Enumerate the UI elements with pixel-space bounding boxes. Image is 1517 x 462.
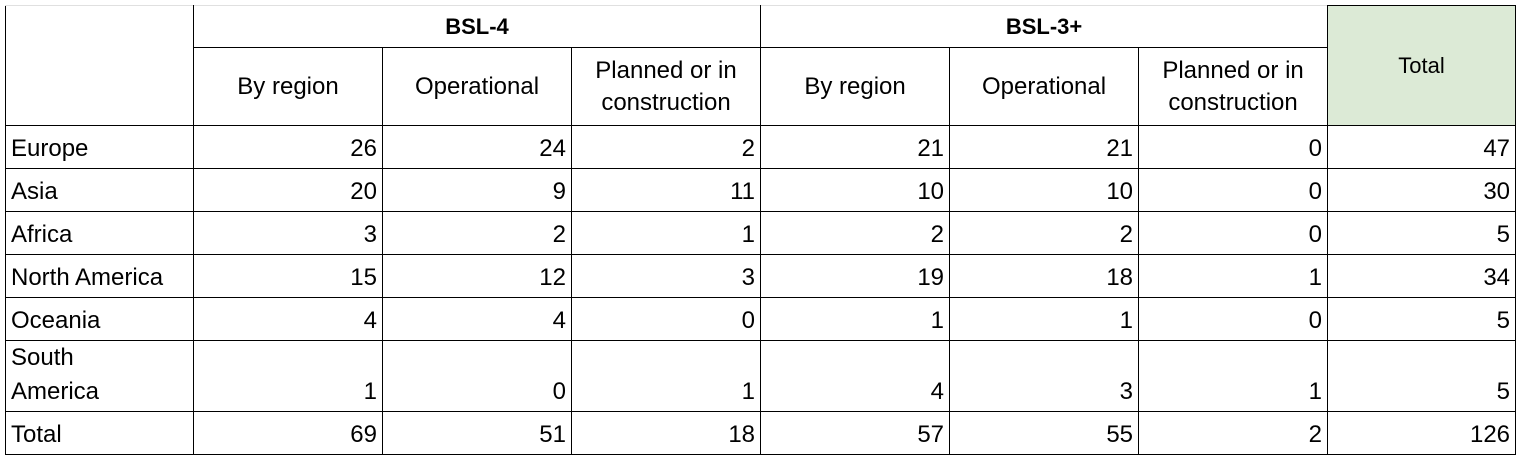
cell-value: 5 (1327, 297, 1517, 341)
cell-value: 0 (1138, 168, 1329, 212)
row-label: Total (5, 411, 194, 455)
cell-value: 1 (1138, 254, 1329, 298)
cell-value: 2 (1138, 411, 1329, 455)
table-row: Total 69 51 18 57 55 2 126 (5, 411, 1517, 455)
row-label: North America (5, 254, 194, 298)
cell-value: 15 (193, 254, 383, 298)
cell-value: 1 (949, 297, 1140, 341)
data-table: BSL-4 BSL-3+ Total By region Operational Plan… (5, 5, 1517, 455)
cell-value: 57 (760, 411, 951, 455)
cell-value: 26 (193, 125, 383, 169)
cell-value: 69 (193, 411, 383, 455)
table-row: Oceania 4 4 0 1 1 0 5 (5, 297, 1517, 341)
cell-value: 1 (760, 297, 951, 341)
cell-value: 1 (1138, 340, 1329, 412)
column-header: Operational (382, 47, 572, 126)
table-row: By region Operational Planned or in constr… (6, 47, 1516, 126)
cell-value: 3 (570, 254, 762, 298)
cell-value: 47 (1327, 125, 1517, 169)
cell-value: 9 (382, 168, 572, 212)
cell-value: 18 (949, 254, 1140, 298)
cell-value: 126 (1327, 411, 1517, 455)
cell-value: 5 (1327, 211, 1517, 255)
column-header: By region (193, 47, 383, 126)
table-row: Africa 3 2 1 2 2 0 5 (5, 211, 1517, 255)
spreadsheet: BSL-4 BSL-3+ Total By region Operational Plan… (5, 5, 1517, 455)
cell-value: 12 (382, 254, 572, 298)
cell-value: 3 (193, 211, 383, 255)
row-label: Oceania (5, 297, 194, 341)
cell-value: 0 (1138, 211, 1329, 255)
cell-value: 55 (949, 411, 1140, 455)
cell-value: 51 (382, 411, 572, 455)
cell-value: 20 (193, 168, 383, 212)
cell-value: 34 (1327, 254, 1517, 298)
cell-value: 4 (760, 340, 951, 412)
cell-value: 10 (760, 168, 951, 212)
cell-value: 1 (570, 211, 762, 255)
cell-value: 2 (382, 211, 572, 255)
cell-value: 11 (570, 168, 762, 212)
cell-value: 1 (570, 340, 762, 412)
cell-value: 5 (1327, 340, 1517, 412)
column-header: By region (760, 47, 951, 126)
cell-value: 21 (949, 125, 1140, 169)
cell-value: 10 (949, 168, 1140, 212)
cell-value: 19 (760, 254, 951, 298)
cell-value: 30 (1327, 168, 1517, 212)
cell-value: 1 (193, 340, 383, 412)
column-header: Operational (949, 47, 1140, 126)
row-label: Asia (5, 168, 194, 212)
column-header: Planned or in construction (570, 47, 762, 126)
cell-value: 4 (382, 297, 572, 341)
cell-value: 3 (949, 340, 1140, 412)
cell-value: 2 (949, 211, 1140, 255)
table-row: North America 15 12 3 19 18 1 34 (5, 254, 1517, 298)
row-label: South America (5, 340, 194, 412)
table-row: Asia 20 9 11 10 10 0 30 (5, 168, 1517, 212)
group-header: BSL-4 (192, 5, 762, 48)
corner-cell (5, 5, 194, 126)
total-header: Total (1327, 5, 1517, 126)
table-row: BSL-4 BSL-3+ Total (5, 5, 1517, 126)
cell-value: 2 (760, 211, 951, 255)
group-header: BSL-3+ (760, 5, 1329, 48)
cell-value: 21 (760, 125, 951, 169)
table-row: Europe 26 24 2 21 21 0 47 (5, 125, 1517, 169)
row-label: Africa (5, 211, 194, 255)
cell-value: 24 (382, 125, 572, 169)
cell-value: 0 (570, 297, 762, 341)
column-header: Planned or in construction (1138, 47, 1329, 126)
cell-value: 4 (193, 297, 383, 341)
table-row: South America 1 0 1 4 3 1 5 (5, 340, 1517, 412)
cell-value: 18 (570, 411, 762, 455)
cell-value: 0 (382, 340, 572, 412)
cell-value: 0 (1138, 125, 1329, 169)
cell-value: 2 (570, 125, 762, 169)
row-label: Europe (5, 125, 194, 169)
cell-value: 0 (1138, 297, 1329, 341)
